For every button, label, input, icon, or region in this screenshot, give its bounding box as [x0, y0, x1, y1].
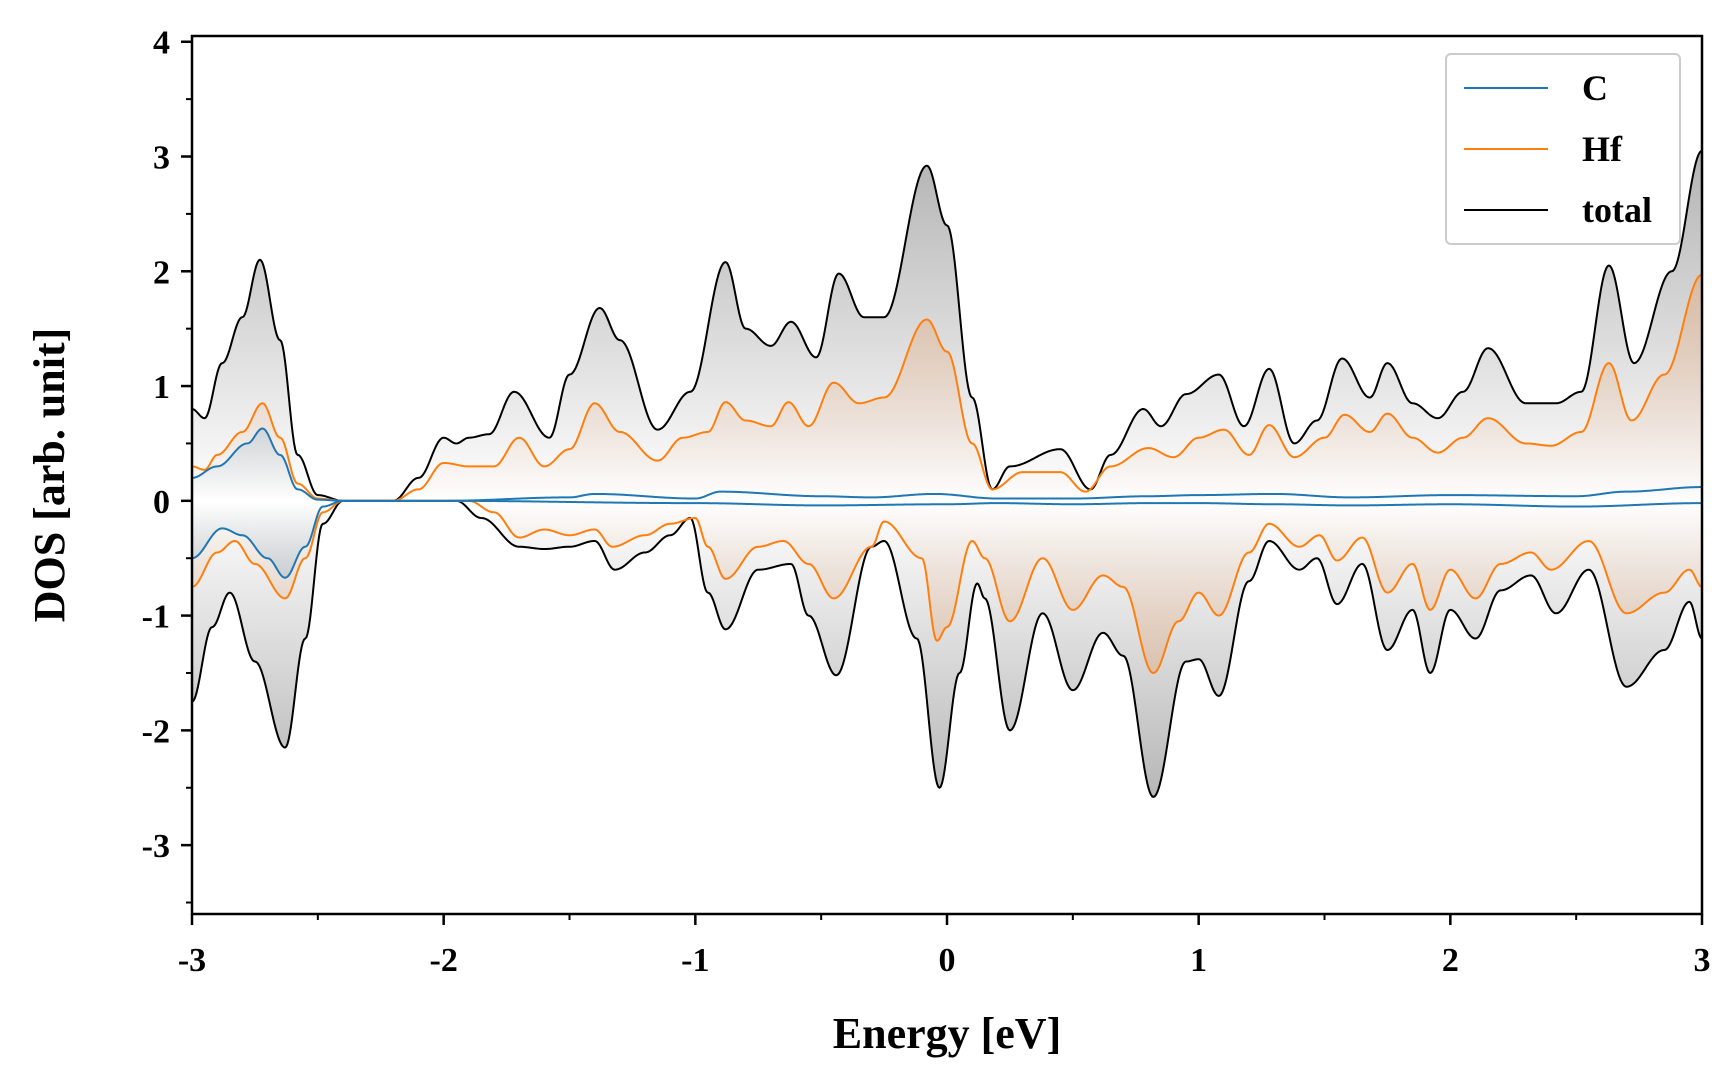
- y-tick-label: -1: [142, 599, 170, 636]
- series-lines: [191, 149, 1703, 798]
- y-tick-label: -3: [142, 828, 170, 865]
- y-tick-label: 0: [153, 484, 170, 521]
- y-axis-title: DOS [arb. unit]: [25, 328, 74, 623]
- x-tick-label: -1: [681, 942, 709, 979]
- area-hf-down: [192, 500, 1702, 673]
- area-total-up: [192, 150, 1702, 501]
- legend-label-hf: Hf: [1582, 129, 1623, 169]
- x-tick-label: 0: [939, 942, 956, 979]
- tick-labels: -3 -2 -1 0 1 2 3 -3 -2 -1 0 1 2 3 4: [142, 25, 1711, 979]
- y-tick-label: 3: [153, 140, 170, 177]
- x-tick-label: -2: [430, 942, 458, 979]
- axis-ticks: [181, 40, 1704, 925]
- x-tick-label: -3: [178, 942, 206, 979]
- line-total-up: [191, 149, 1703, 502]
- line-hf-up: [191, 273, 1703, 502]
- x-tick-label: 1: [1190, 942, 1207, 979]
- y-tick-label: 2: [153, 254, 170, 291]
- line-c-down: [191, 499, 1702, 579]
- area-total-down: [192, 500, 1702, 797]
- legend-label-c: C: [1582, 68, 1608, 108]
- y-tick-label: 1: [153, 369, 170, 406]
- x-axis-title: Energy [eV]: [833, 1009, 1062, 1058]
- y-tick-label: 4: [153, 25, 170, 62]
- y-tick-label: -2: [142, 713, 170, 750]
- legend-box: [1445, 53, 1681, 245]
- area-hf-up: [192, 274, 1702, 501]
- area-fills: [192, 150, 1702, 797]
- x-tick-label: 2: [1442, 942, 1459, 979]
- x-tick-label: 3: [1694, 942, 1711, 979]
- legend-label-total: total: [1582, 190, 1652, 230]
- legend: C Hf total: [1445, 53, 1681, 245]
